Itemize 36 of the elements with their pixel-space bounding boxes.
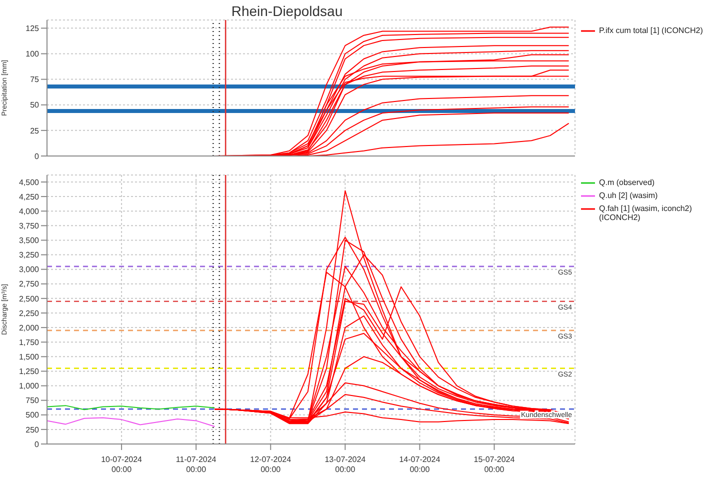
y-tick-label: 3,500 [18,236,40,246]
x-tick-label: 10-07-2024 00:00 [101,455,143,474]
x-tick-label: 15-07-2024 00:00 [474,455,516,474]
y-tick-label: 2,250 [18,308,40,318]
y-tick-label: 4,000 [18,206,40,216]
y-tick-label: 0 [34,440,40,449]
y-tick-label: 75 [30,75,40,84]
y-tick-label: 0 [34,152,40,161]
y-tick-label: 3,250 [18,250,40,260]
y-tick-label: 50 [30,100,40,110]
y-tick-label: 100 [26,50,40,59]
y-tick-label: 250 [26,425,40,434]
y-tick-label: 500 [26,410,40,420]
y-tick-label: 1,500 [18,352,40,362]
y-tick-label: 1,750 [18,338,40,347]
y-tick-label: 25 [30,126,40,136]
x-tick-label: 12-07-2024 00:00 [250,455,292,474]
legend-label: Q.uh [2] (wasim) [599,191,658,200]
chart-title: Rhein-Diepoldsau [230,3,344,19]
y-tick-label: 750 [26,396,40,406]
y-tick-label: 2,500 [18,294,40,304]
y-tick-label: 4,500 [18,178,40,187]
y-tick-label: 3,750 [18,221,40,230]
y-tick-label: 1,000 [18,382,40,391]
y-tick-label: 4,250 [18,192,40,202]
x-tick-label: 11-07-2024 00:00 [176,455,217,474]
legend-label: P.ifx cum total [1] (ICONCH2) [599,26,703,35]
y-tick-label: 2,000 [18,323,40,332]
legend-label: Q.fah [1] (wasim, iconch2) (ICONCH2) [599,204,693,222]
y-tick-label: 2,750 [18,280,40,289]
y-tick-label: 1,250 [18,367,40,376]
y-tick-label: 125 [26,24,40,34]
legend-label: Q.m (observed) [599,178,655,187]
x-tick-label: 13-07-2024 00:00 [324,455,366,474]
y-tick-label: 3,000 [18,265,40,274]
x-tick-label: 14-07-2024 00:00 [399,455,441,474]
